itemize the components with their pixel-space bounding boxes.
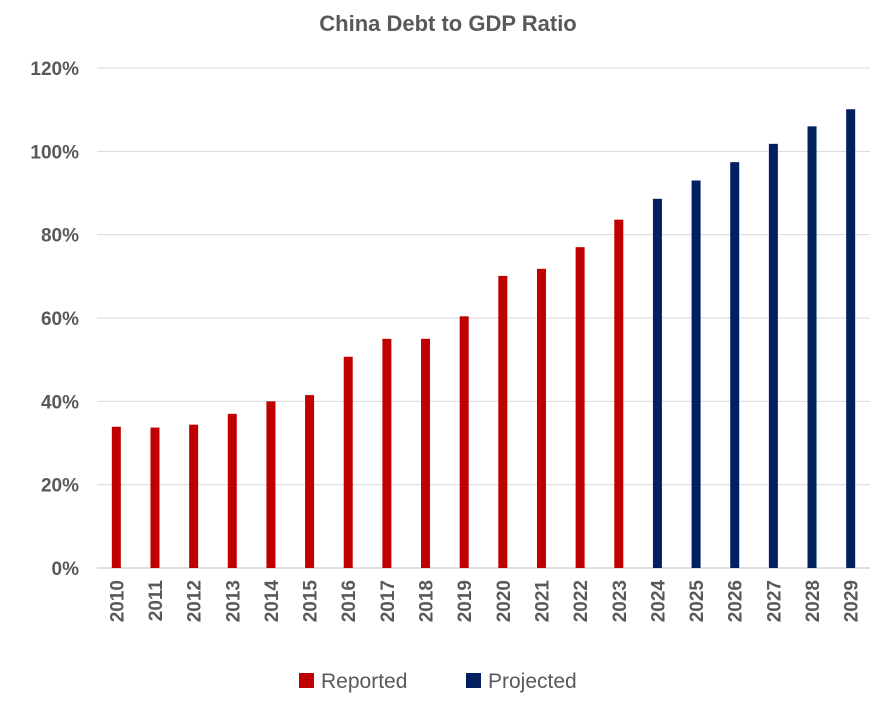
bar-projected-2024 [652,198,662,569]
x-tick-label: 2021 [532,580,553,623]
x-tick-label: 2016 [339,580,360,622]
bar-reported-2016 [343,356,353,568]
x-tick-label: 2024 [648,580,669,623]
x-tick-label: 2012 [185,580,206,622]
bar-reported-2023 [614,219,624,568]
y-tick-label: 0% [52,559,80,580]
bar-reported-2018 [421,338,431,568]
y-tick-label: 100% [30,142,79,163]
bar-reported-2013 [227,413,237,568]
x-tick-label: 2018 [417,580,438,622]
legend-label-projected: Projected [488,670,577,693]
x-tick-label: 2014 [262,580,283,623]
legend-label-reported: Reported [321,670,407,693]
bar-reported-2010 [111,426,121,568]
chart-title: China Debt to GDP Ratio [319,11,577,36]
bar-reported-2015 [305,395,315,568]
bar-reported-2022 [575,247,585,568]
x-tick-label: 2020 [494,580,515,622]
x-tick-label: 2029 [842,580,863,622]
bar-reported-2020 [498,275,508,568]
bar-reported-2014 [266,401,276,568]
x-tick-label: 2011 [146,580,167,622]
y-tick-label: 60% [41,309,79,330]
x-tick-label: 2026 [726,580,747,622]
x-tick-label: 2028 [803,580,824,622]
legend-swatch-reported [299,673,314,688]
x-tick-label: 2015 [301,580,322,623]
bar-reported-2012 [189,424,199,568]
bar-projected-2029 [846,109,856,568]
gridlines [97,67,870,569]
x-tick-label: 2010 [107,580,128,622]
y-tick-label: 20% [41,476,79,497]
bar-projected-2027 [768,143,778,569]
x-tick-label: 2025 [687,580,708,623]
bar-reported-2017 [382,338,392,568]
bar-reported-2011 [150,427,160,568]
x-tick-label: 2017 [378,580,399,622]
x-tick-label: 2022 [571,580,592,622]
bar-reported-2021 [536,268,546,568]
bars [111,109,856,569]
x-tick-label: 2023 [610,580,631,622]
y-tick-label: 40% [41,392,79,413]
bar-projected-2025 [691,180,701,568]
x-tick-label: 2027 [764,580,785,622]
legend-swatch-projected [466,673,481,688]
legend: Reported Projected [299,670,577,693]
bar-projected-2026 [730,162,740,568]
y-axis-ticks: 0% 20% 40% 60% 80% 100% 120% [30,59,79,580]
bar-projected-2028 [807,126,817,568]
y-tick-label: 80% [41,226,79,247]
x-axis-ticks: 2010 2011 2012 2013 2014 2015 2016 2017 2018 2019… [107,580,862,623]
x-tick-label: 2013 [223,580,244,622]
x-tick-label: 2019 [455,580,476,622]
y-tick-label: 120% [30,59,79,80]
bar-reported-2019 [459,316,469,568]
